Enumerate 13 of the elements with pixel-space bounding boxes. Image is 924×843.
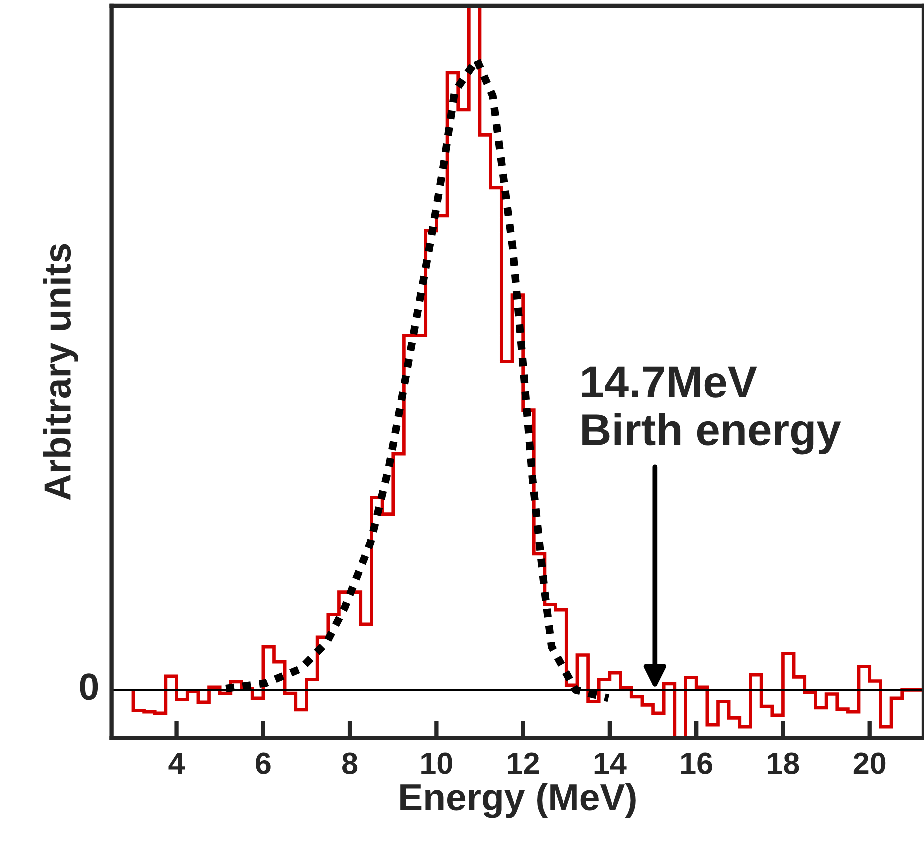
- x-tick-label: 16: [682, 752, 712, 774]
- x-tick-label: 8: [342, 752, 358, 774]
- x-tick-label: 6: [256, 752, 271, 774]
- ref-line-label: 0: [80, 674, 98, 700]
- annotation: 14.7MeV Birth energy: [582, 366, 842, 455]
- x-tick-label: 20: [854, 752, 886, 774]
- x-axis-title: Energy (MeV): [400, 783, 636, 818]
- x-tick-label: 12: [508, 752, 540, 774]
- x-tick-label: 4: [168, 753, 186, 774]
- x-tick-label: 14: [594, 753, 627, 774]
- y-axis-title: Arbitrary units: [44, 244, 78, 500]
- x-tick-label: 10: [422, 752, 452, 774]
- x-tick-label: 18: [768, 752, 800, 774]
